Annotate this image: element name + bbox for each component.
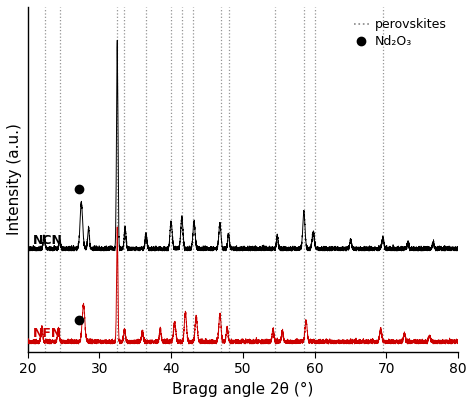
Legend: perovskites, Nd₂O₃: perovskites, Nd₂O₃ bbox=[349, 13, 452, 53]
Text: NCN: NCN bbox=[33, 234, 63, 247]
X-axis label: Bragg angle 2θ (°): Bragg angle 2θ (°) bbox=[172, 382, 314, 397]
Text: NFN: NFN bbox=[33, 327, 63, 340]
Y-axis label: Intensity (a.u.): Intensity (a.u.) bbox=[7, 124, 22, 236]
